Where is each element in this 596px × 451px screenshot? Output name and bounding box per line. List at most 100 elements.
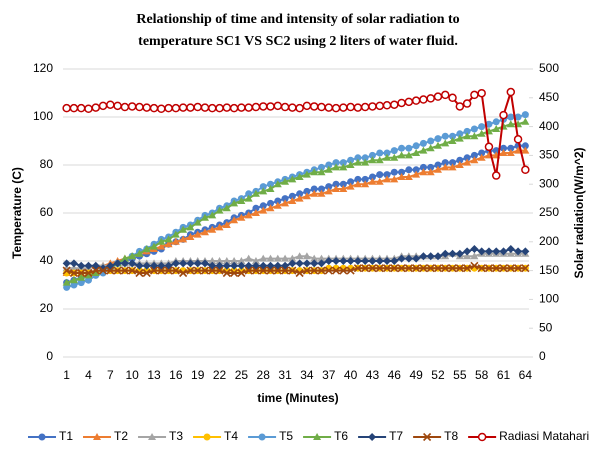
data-point [361, 158, 370, 166]
data-point [208, 211, 217, 219]
data-point [368, 264, 377, 273]
data-point [419, 139, 427, 147]
data-point [317, 266, 326, 275]
series-line [66, 252, 526, 270]
data-point [353, 180, 362, 188]
data-point [412, 170, 421, 178]
data-point [506, 87, 516, 97]
data-point [521, 111, 529, 119]
data-point [259, 206, 268, 214]
data-point [186, 223, 195, 231]
data-point [339, 185, 348, 192]
data-point [324, 257, 333, 265]
data-point [142, 268, 151, 278]
data-point [63, 283, 71, 291]
y-axis-label: Temperature (C) [10, 167, 24, 259]
data-point [230, 257, 239, 264]
data-point [383, 149, 391, 157]
data-point [98, 266, 108, 275]
data-point [470, 125, 478, 133]
data-point [76, 103, 86, 113]
data-point [164, 266, 173, 275]
x-tick-label: 22 [213, 368, 227, 382]
data-point [237, 213, 246, 221]
data-point [106, 266, 115, 275]
data-point [433, 252, 442, 261]
data-point [91, 269, 100, 276]
data-point [499, 247, 508, 256]
data-point [77, 273, 86, 281]
data-point [186, 259, 195, 268]
data-point [332, 163, 341, 171]
y2-axis-label: Solar radiation(W/m^2) [572, 147, 586, 278]
data-point [142, 103, 151, 112]
data-point [448, 93, 457, 103]
data-point [120, 102, 130, 112]
data-point [302, 252, 311, 260]
data-point [331, 266, 341, 275]
x-tick-label: 46 [388, 368, 402, 382]
x-tick-label: 10 [125, 368, 139, 382]
data-point [484, 264, 494, 273]
data-point [390, 153, 399, 161]
data-point [288, 259, 297, 268]
y2-tick-label: 50 [539, 320, 553, 334]
data-point [404, 97, 414, 107]
data-point [463, 154, 471, 162]
x-axis-label: time (Minutes) [257, 391, 338, 405]
x-tick-label: 58 [475, 368, 489, 382]
data-point [324, 266, 333, 275]
data-point [455, 161, 464, 168]
data-point [120, 254, 129, 262]
data-point [470, 151, 478, 159]
data-point [302, 259, 311, 268]
data-point [288, 175, 297, 183]
data-point [317, 185, 325, 193]
data-point [347, 178, 355, 186]
data-point [441, 159, 449, 167]
data-point [426, 94, 435, 103]
data-point [215, 206, 224, 214]
data-point [361, 180, 370, 188]
legend-marker [258, 433, 266, 441]
y-tick-label: 40 [40, 253, 54, 267]
x-tick-label: 28 [257, 368, 271, 382]
data-point [375, 156, 384, 164]
legend-marker [423, 432, 432, 442]
x-tick-label: 40 [344, 368, 358, 382]
data-point [484, 247, 493, 256]
data-point [521, 165, 530, 175]
data-point [514, 264, 523, 273]
data-point [332, 159, 340, 167]
data-point [339, 180, 347, 188]
data-point [361, 175, 369, 183]
data-point [310, 259, 319, 268]
data-point [339, 266, 348, 275]
data-point [179, 259, 188, 268]
data-point [157, 104, 166, 113]
legend-label: T3 [169, 429, 183, 443]
data-point [251, 189, 260, 197]
data-point [449, 132, 457, 140]
data-point [346, 266, 355, 275]
data-point [251, 266, 261, 275]
data-point [419, 168, 428, 176]
data-point [178, 103, 188, 112]
data-point [506, 149, 515, 156]
data-point [375, 264, 384, 273]
data-point [302, 266, 311, 275]
data-point [332, 180, 340, 188]
data-point [500, 144, 508, 152]
data-point [288, 197, 297, 204]
data-point [302, 101, 312, 111]
data-point [521, 264, 530, 273]
data-point [266, 266, 275, 275]
data-point [448, 163, 457, 171]
y2-tick-label: 100 [539, 292, 559, 306]
data-point [448, 137, 457, 144]
data-point [484, 142, 494, 152]
data-point [507, 144, 515, 152]
data-point [281, 177, 290, 185]
data-point [230, 216, 239, 224]
data-point [267, 199, 275, 207]
